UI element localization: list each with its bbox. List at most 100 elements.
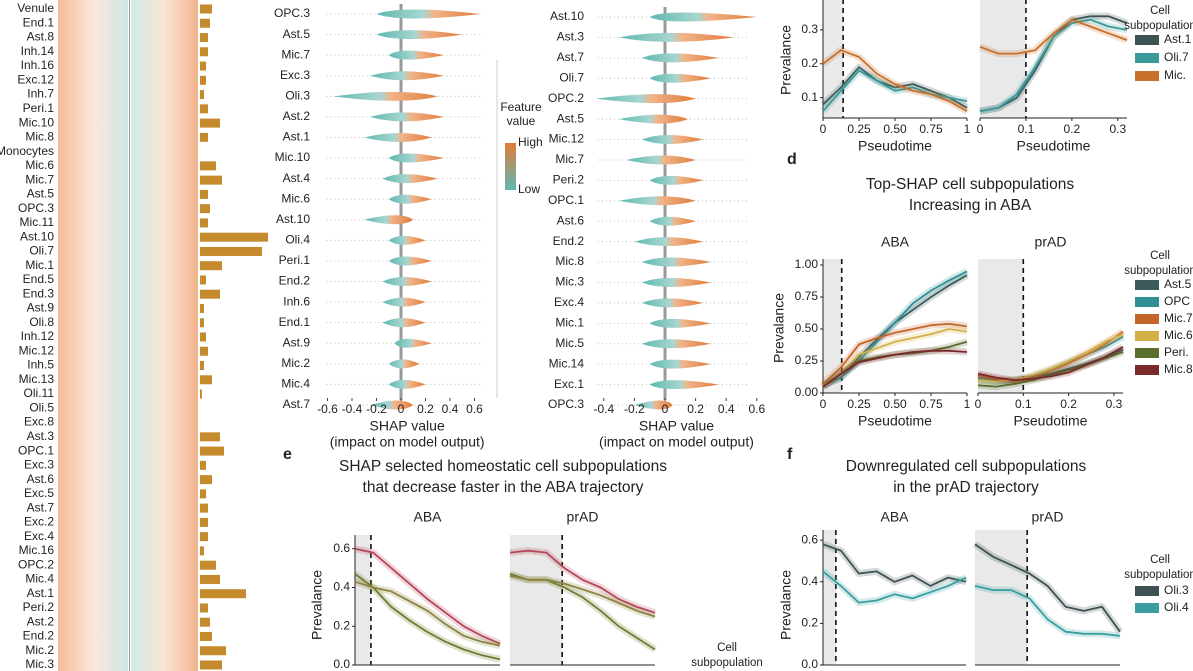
bar (200, 232, 268, 242)
x-tick-label: 0.6 (748, 402, 765, 416)
x-tick-label: 0.1 (1018, 122, 1035, 136)
row-label: Inh.12 (21, 329, 55, 343)
chart-title: in the prAD trajectory (893, 479, 1039, 496)
bar (200, 90, 204, 100)
x-tick-label: 0.4 (718, 402, 735, 416)
legend-label: OPC (1164, 294, 1190, 308)
row-label: Exc.3 (24, 458, 54, 472)
x-tick-label: 1 (964, 397, 971, 411)
x-axis-label: Pseudotime (1017, 138, 1091, 154)
y-axis-label: Prevalance (309, 570, 325, 640)
x-tick-label: 0.25 (847, 122, 871, 136)
bar (200, 218, 208, 228)
swarm (364, 215, 414, 225)
swarm (619, 32, 734, 42)
row-label: Mic.10 (19, 115, 55, 129)
bar (200, 246, 262, 256)
row-label: Ast.5 (27, 187, 55, 201)
row-label: Inh.7 (27, 87, 54, 101)
swarm (388, 194, 432, 204)
legend-swatch (1135, 53, 1159, 63)
bar (200, 4, 212, 14)
y-tick-label: 0.4 (333, 580, 350, 594)
feature-label: Peri.2 (553, 173, 585, 187)
feature-label: Inh.6 (283, 294, 310, 308)
swarm (382, 174, 438, 184)
feature-label: Ast.5 (557, 111, 585, 125)
swarm (619, 196, 696, 206)
feature-label: Ast.10 (550, 9, 584, 23)
series-line (977, 330, 1124, 383)
y-tick-label: 0.2 (801, 616, 818, 630)
bar (200, 489, 206, 499)
colorbar-high: High (518, 135, 543, 149)
y-tick-label: 0.00 (795, 385, 819, 399)
swarm (388, 235, 426, 245)
series-line (822, 323, 968, 385)
swarm (642, 277, 711, 287)
swarm (333, 91, 438, 101)
feature-label: Mic.3 (555, 275, 584, 289)
row-label: Peri.1 (23, 101, 55, 115)
feature-label: Oli.4 (285, 233, 310, 247)
series-line (979, 18, 1128, 113)
feature-label: Ast.3 (557, 30, 585, 44)
series-line (822, 543, 967, 587)
legend-label: Ast.1 (1164, 32, 1192, 46)
series-line (354, 573, 501, 661)
row-label: OPC.3 (18, 201, 54, 215)
row-label: Inh.5 (27, 358, 54, 372)
swarm (364, 132, 432, 142)
series-line (822, 49, 968, 112)
swarm (382, 318, 426, 328)
row-label: Inh.16 (21, 58, 55, 72)
row-label: Ast.9 (27, 301, 55, 315)
swarm (649, 73, 711, 83)
swarm (642, 339, 711, 349)
y-tick-label: 0.0 (333, 657, 350, 671)
feature-label: Ast.1 (283, 130, 311, 144)
swarm (388, 50, 444, 60)
feature-label: End.2 (553, 234, 585, 248)
legend-label: Oli.3 (1164, 583, 1189, 597)
x-tick-label: -0.2 (624, 402, 645, 416)
y-tick-label: 0.50 (795, 321, 819, 335)
feature-label: Mic.12 (549, 132, 585, 146)
bar (200, 432, 220, 442)
legend-title: Cell (1150, 5, 1170, 17)
bar (200, 33, 208, 43)
row-label: Mic.13 (19, 372, 55, 386)
bar (200, 47, 208, 57)
bar (200, 646, 226, 656)
swarm (388, 359, 420, 369)
row-label: Mic.3 (25, 657, 54, 671)
shaded-region (978, 259, 1024, 393)
row-label: Ast.3 (27, 429, 55, 443)
y-tick-label: 0.4 (801, 574, 818, 588)
y-tick-label: 0.2 (801, 56, 818, 70)
row-label: Oli.5 (29, 400, 54, 414)
bar (200, 175, 222, 185)
swarm (642, 53, 719, 63)
x-tick-label: 0.1 (1015, 397, 1032, 411)
bar (200, 104, 208, 114)
x-tick-label: 0.2 (1064, 122, 1081, 136)
feature-label: Mic.8 (555, 254, 584, 268)
shaded-region (823, 530, 836, 665)
x-tick-label: 0.2 (417, 402, 434, 416)
swarm (370, 400, 414, 410)
row-label: Mic.8 (25, 130, 54, 144)
heatmap-column (58, 0, 128, 671)
series-line (979, 18, 1128, 55)
y-tick-label: 1.00 (795, 257, 819, 271)
x-tick-label: 0 (662, 402, 669, 416)
panel-label: f (787, 446, 793, 463)
colorbar (505, 143, 516, 190)
swarm (394, 338, 432, 348)
swarm (649, 175, 704, 185)
y-tick-label: 0.1 (801, 90, 818, 104)
legend-swatch (1135, 365, 1159, 375)
row-label: Exc.5 (24, 486, 54, 500)
legend-swatch (1135, 348, 1159, 358)
y-tick-label: 0.4 (801, 0, 818, 2)
